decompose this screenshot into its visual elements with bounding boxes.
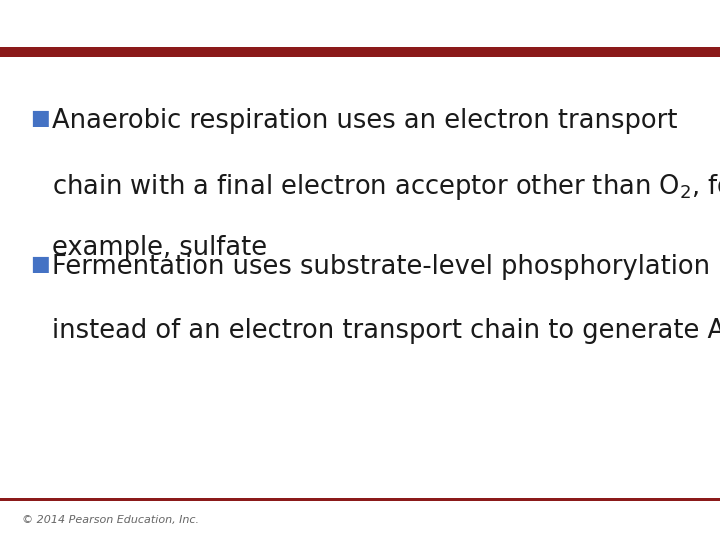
Text: Anaerobic respiration uses an electron transport: Anaerobic respiration uses an electron t…: [52, 108, 678, 134]
Text: Fermentation uses substrate-level phosphorylation: Fermentation uses substrate-level phosph…: [52, 254, 710, 280]
Text: example, sulfate: example, sulfate: [52, 235, 267, 261]
Text: © 2014 Pearson Education, Inc.: © 2014 Pearson Education, Inc.: [22, 515, 199, 525]
Text: instead of an electron transport chain to generate ATP: instead of an electron transport chain t…: [52, 318, 720, 343]
Text: chain with a final electron acceptor other than O$\mathregular{_2}$, for: chain with a final electron acceptor oth…: [52, 172, 720, 202]
Text: ■: ■: [30, 108, 50, 128]
Text: ■: ■: [30, 254, 50, 274]
